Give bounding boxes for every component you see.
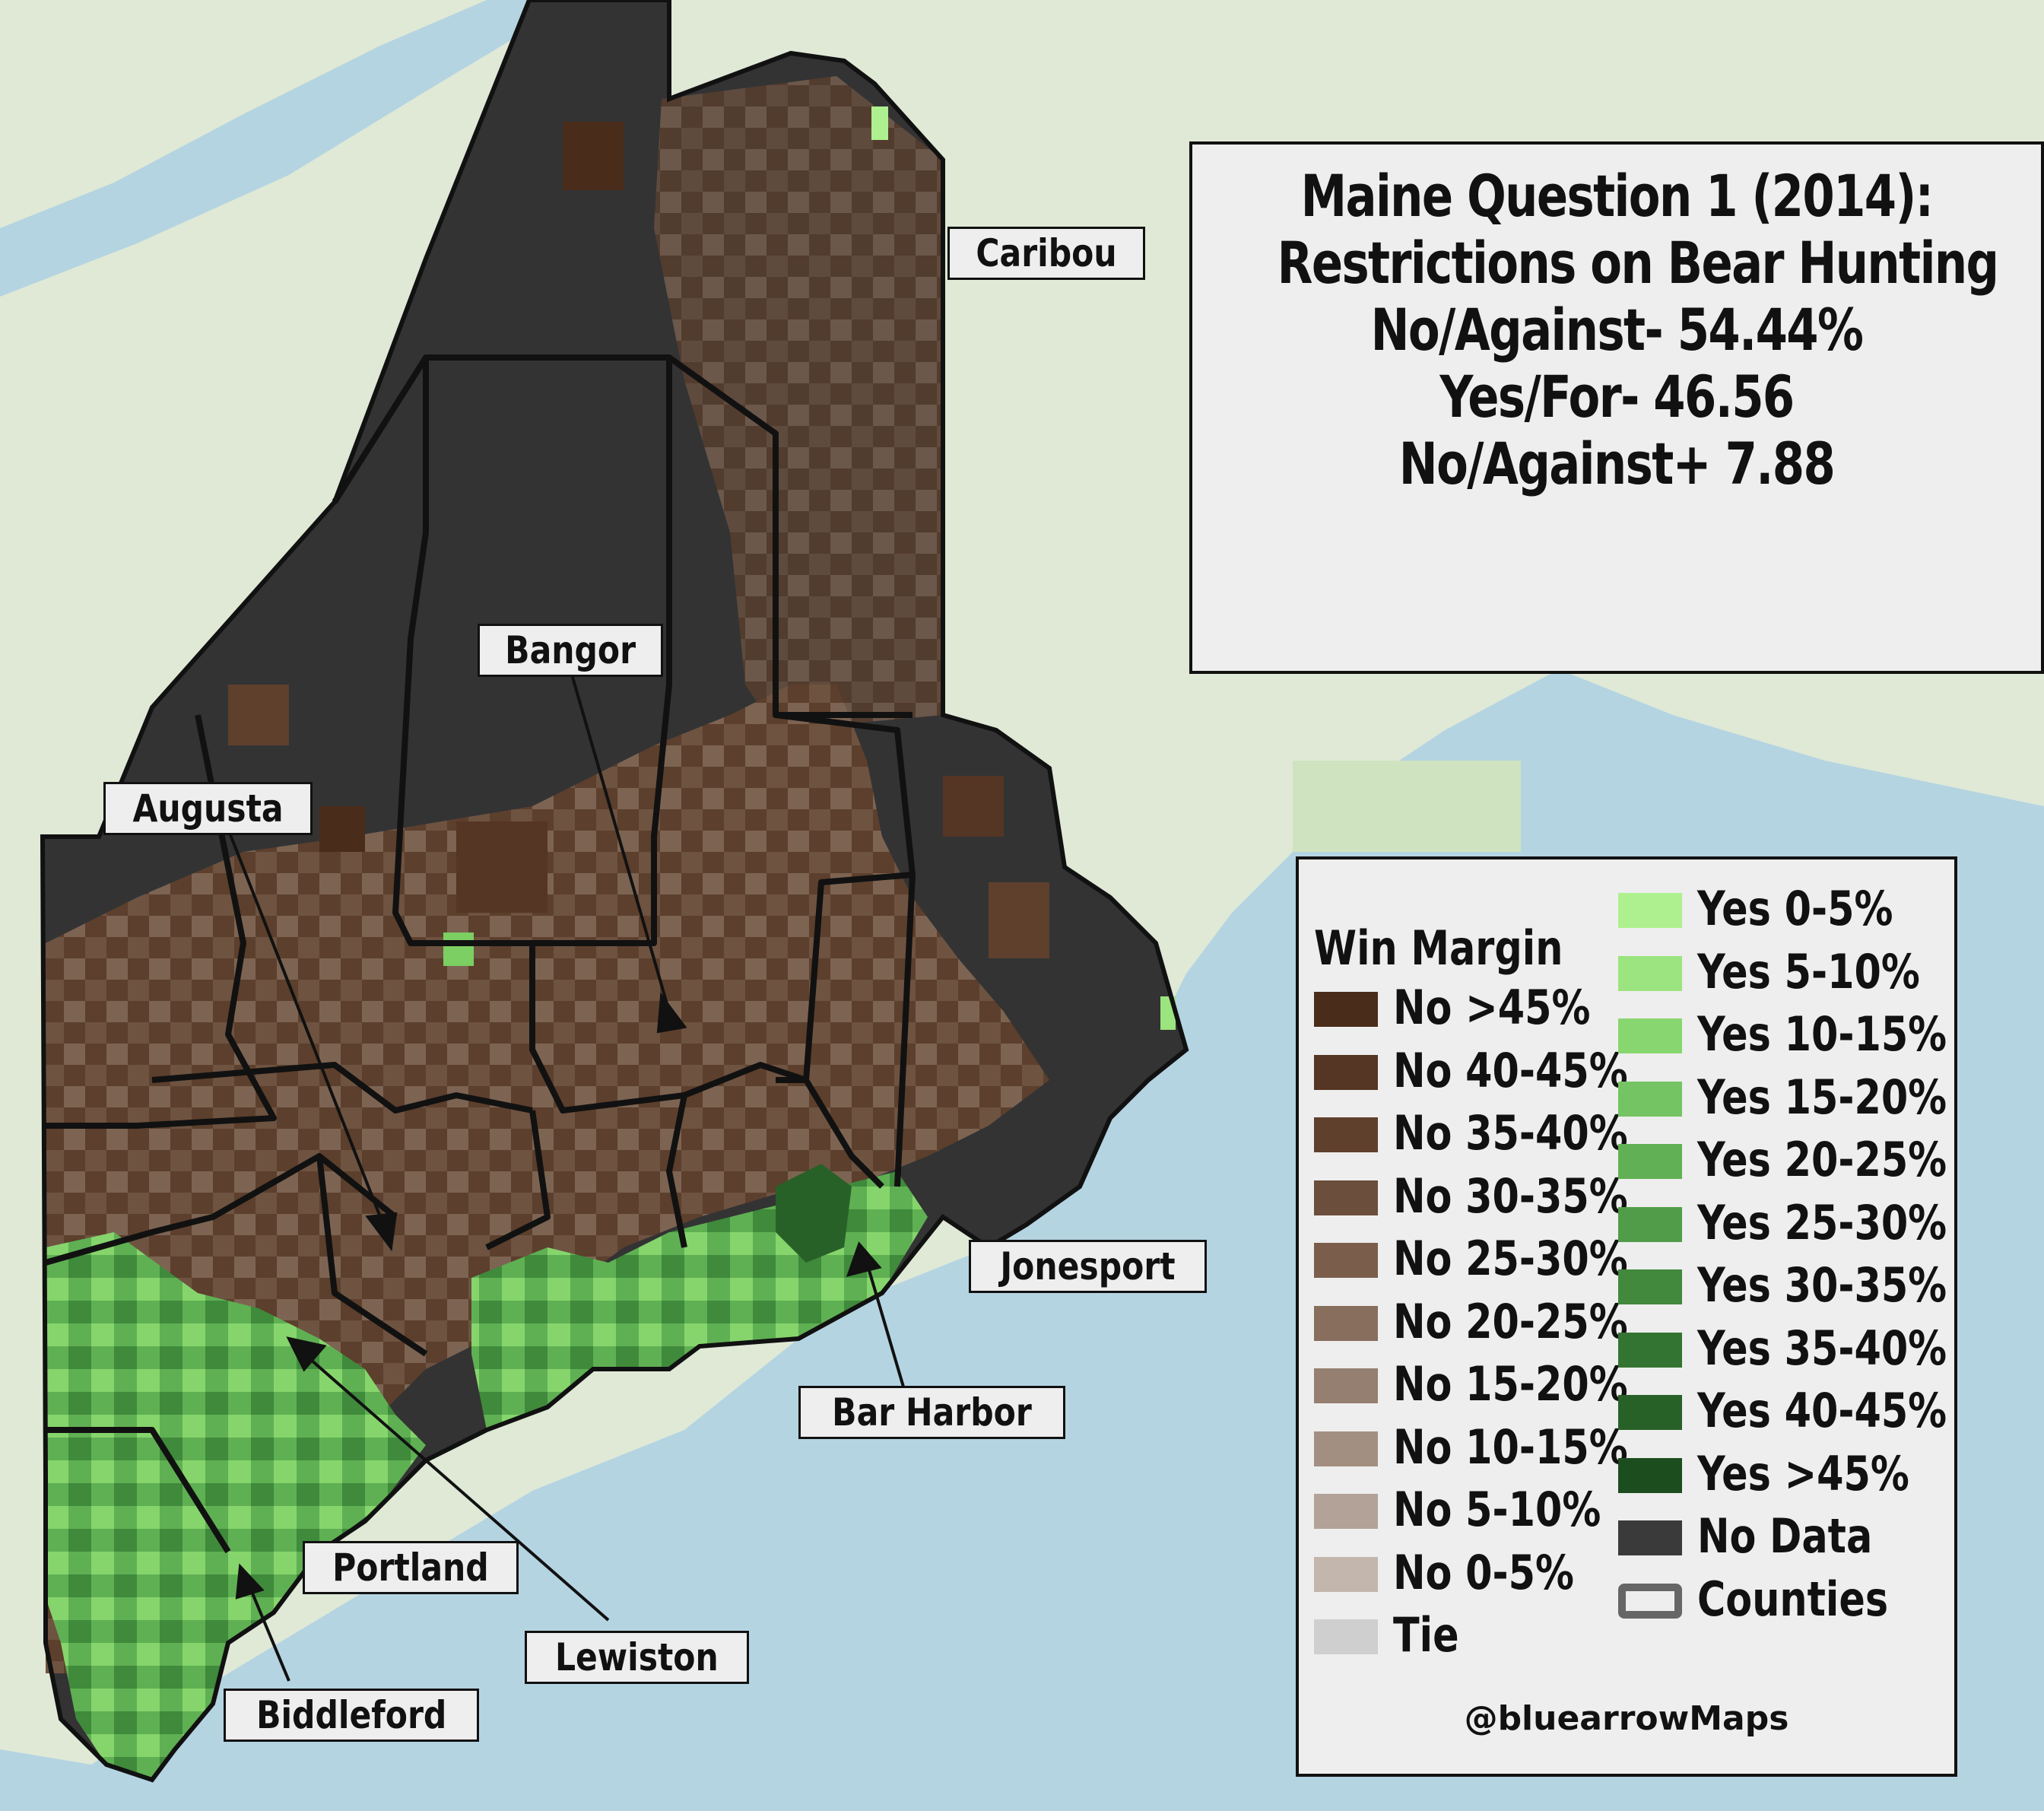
legend-label: Yes 5-10% <box>1697 943 1920 999</box>
legend-label: No 35-40% <box>1393 1105 1628 1161</box>
title-line-1: Maine Question 1 (2014): <box>1300 162 1934 230</box>
credit-handle: @bluearrowMaps <box>1464 1699 1789 1738</box>
legend-label: Yes 0-5% <box>1697 881 1893 936</box>
title-line-2: Restrictions on Bear Hunting <box>1277 229 1999 297</box>
legend-swatch <box>1618 1457 1682 1493</box>
city-label-jonesport: Jonesport <box>969 1240 1207 1293</box>
legend-label: No 40-45% <box>1393 1042 1628 1098</box>
legend-swatch <box>1314 992 1378 1027</box>
mount-desert-island <box>776 1164 852 1263</box>
legend-swatch <box>1618 1583 1682 1619</box>
county-boundaries <box>44 354 916 1554</box>
yes-town-inland <box>443 933 474 966</box>
legend-swatch <box>1314 1368 1378 1403</box>
legend-label: Yes 25-30% <box>1697 1194 1947 1250</box>
legend-swatch <box>1314 1054 1378 1090</box>
title-line-3: No/Against- 54.44% <box>1370 296 1864 364</box>
legend-label: No 25-30% <box>1393 1231 1628 1286</box>
city-label-bangor: Bangor <box>478 624 664 677</box>
title-line-5: No/Against+ 7.88 <box>1398 430 1836 497</box>
legend-label: Yes 40-45% <box>1697 1383 1947 1438</box>
legend-label: Yes 30-35% <box>1697 1257 1947 1313</box>
town-block <box>943 776 1004 837</box>
legend-label: No 5-10% <box>1393 1482 1601 1537</box>
legend-swatch <box>1618 1520 1682 1555</box>
legend-swatch <box>1314 1494 1378 1529</box>
town-block <box>319 806 365 852</box>
city-label-biddleford: Biddleford <box>224 1689 480 1742</box>
legend-swatch <box>1314 1431 1378 1466</box>
legend-swatch <box>1314 1556 1378 1592</box>
title-box: Maine Question 1 (2014): Restrictions on… <box>1189 141 2044 674</box>
city-label-bar-harbor: Bar Harbor <box>798 1386 1065 1439</box>
legend-label: No >45% <box>1393 980 1591 1035</box>
city-label-caribou: Caribou <box>947 227 1145 280</box>
legend-label: Yes 15-20% <box>1697 1069 1947 1125</box>
title-line-4: Yes/For- 46.56 <box>1439 363 1795 431</box>
legend-panel: Win Margin No >45% No 40-45% No 35-40% No 3… <box>1296 856 1957 1777</box>
legend-swatch <box>1314 1305 1378 1341</box>
city-label-lewiston: Lewiston <box>525 1631 749 1684</box>
town-block <box>456 821 548 913</box>
legend-swatch <box>1314 1619 1378 1654</box>
legend-swatch <box>1618 1395 1682 1430</box>
legend-title: Win Margin <box>1314 920 1563 976</box>
legend-label: No 10-15% <box>1393 1419 1628 1475</box>
legend-swatch <box>1314 1117 1378 1152</box>
legend-label: No 15-20% <box>1393 1356 1628 1412</box>
legend-label: Tie <box>1393 1607 1459 1663</box>
legend-label: Yes 35-40% <box>1697 1320 1947 1376</box>
legend-label: Counties <box>1697 1571 1889 1627</box>
legend-swatch <box>1618 1269 1682 1304</box>
st-lawrence-river <box>0 0 578 297</box>
legend-swatch <box>1618 1206 1682 1242</box>
legend-label: Yes 20-25% <box>1697 1132 1947 1187</box>
legend-swatch <box>1314 1243 1378 1278</box>
town-block <box>228 685 289 745</box>
city-label-augusta: Augusta <box>103 782 313 835</box>
city-pointer-arrows <box>227 669 906 1682</box>
legend-label: No 20-25% <box>1393 1293 1628 1349</box>
legend-swatch <box>1618 893 1682 928</box>
legend-swatch <box>1618 1332 1682 1368</box>
town-block <box>563 122 624 190</box>
town-block <box>989 882 1049 958</box>
yes-majority-coast-south <box>46 1232 426 1780</box>
legend-label: No 30-35% <box>1393 1168 1628 1224</box>
state-outline <box>40 0 1189 1783</box>
legend-label: Yes 10-15% <box>1697 1006 1947 1062</box>
legend-swatch <box>1618 955 1682 991</box>
legend-swatch <box>1314 1180 1378 1215</box>
legend-swatch <box>1618 1144 1682 1179</box>
aroostook-towns <box>654 76 943 730</box>
city-label-portland: Portland <box>303 1541 519 1594</box>
legend-swatch <box>1618 1018 1682 1053</box>
yes-town-north <box>871 106 888 140</box>
legend-label: No Data <box>1697 1508 1873 1564</box>
legend-label: Yes >45% <box>1697 1445 1909 1501</box>
legend-label: No 0-5% <box>1393 1544 1574 1600</box>
legend-swatch <box>1618 1081 1682 1117</box>
forest-patch <box>1293 761 1521 852</box>
